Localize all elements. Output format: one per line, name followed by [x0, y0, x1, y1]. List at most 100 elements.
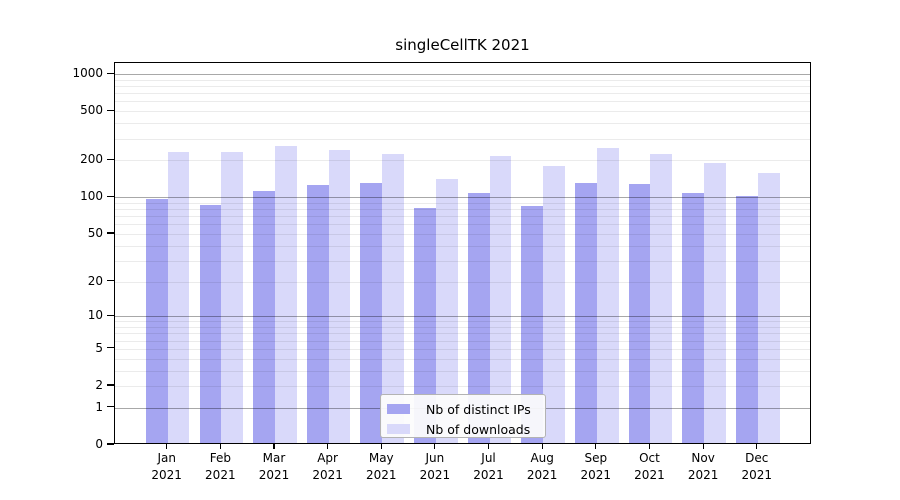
ytick-mark-0	[107, 443, 114, 445]
ytick-mark-1000	[107, 72, 114, 74]
ytick-mark-50	[107, 232, 114, 234]
bar-distinct-ips-may	[360, 182, 383, 443]
xtick-mark-nov	[702, 444, 704, 449]
gridline-minor-7	[115, 333, 810, 335]
bar-distinct-ips-jan	[145, 199, 168, 443]
gridline-minor-90	[115, 202, 810, 204]
gridline-minor-6	[115, 340, 810, 342]
gridline-minor-700	[115, 93, 810, 95]
xtick-label-jul: Jul 2021	[473, 451, 504, 482]
legend-label-downloads: Nb of downloads	[426, 421, 531, 437]
gridline-minor-500	[115, 111, 810, 113]
bar-distinct-ips-nov	[682, 193, 705, 443]
gridline-minor-40	[115, 245, 810, 247]
gridline-minor-4	[115, 358, 810, 360]
xtick-mark-oct	[648, 444, 651, 449]
bar-downloads-feb	[221, 152, 244, 443]
plot-area: Nb of distinct IPs Nb of downloads	[114, 62, 811, 444]
gridline-minor-3	[115, 370, 810, 372]
bar-downloads-jun	[435, 178, 458, 443]
gridline-minor-400	[115, 123, 810, 125]
gridline-minor-60	[115, 224, 810, 226]
gridline-minor-200	[115, 160, 810, 162]
bar-distinct-ips-oct	[628, 183, 651, 443]
gridline-minor-900	[115, 79, 810, 81]
xtick-mark-mar	[273, 444, 275, 449]
chart-title: singleCellTK 2021	[395, 36, 530, 54]
bar-downloads-dec	[757, 172, 780, 443]
xtick-label-dec: Dec 2021	[741, 451, 772, 482]
xtick-mark-feb	[219, 444, 221, 449]
ytick-label-10: 10	[87, 308, 103, 323]
legend-row-distinct-ips: Nb of distinct IPs	[387, 399, 539, 419]
ytick-mark-100	[107, 195, 114, 197]
ytick-mark-200	[107, 158, 114, 160]
legend-row-downloads: Nb of downloads	[387, 419, 539, 439]
bar-distinct-ips-dec	[735, 195, 758, 443]
bar-downloads-jul	[489, 155, 512, 443]
gridline-minor-50	[115, 233, 810, 235]
legend: Nb of distinct IPs Nb of downloads	[380, 394, 546, 438]
gridline-minor-2	[115, 386, 810, 388]
bar-downloads-oct	[650, 154, 673, 443]
xtick-mark-aug	[541, 444, 543, 449]
gridline-minor-80	[115, 209, 810, 211]
gridline-minor-8	[115, 327, 810, 329]
bar-distinct-ips-jul	[467, 192, 490, 443]
bar-downloads-jan	[167, 151, 190, 443]
gridline-major-100	[115, 197, 810, 199]
bar-distinct-ips-jun	[414, 207, 436, 443]
ytick-label-50: 50	[87, 225, 103, 240]
xtick-label-mar: Mar 2021	[258, 451, 290, 482]
gridline-minor-9	[115, 321, 810, 323]
bar-distinct-ips-mar	[253, 190, 275, 443]
ytick-mark-10	[107, 314, 114, 316]
ytick-label-0: 0	[95, 437, 103, 451]
xtick-label-aug: Aug 2021	[526, 451, 558, 482]
gridline-minor-30	[115, 260, 810, 262]
xtick-label-jun: Jun 2021	[419, 451, 451, 482]
bar-downloads-aug	[543, 166, 565, 443]
bar-downloads-apr	[328, 150, 351, 443]
ytick-mark-1	[107, 406, 114, 408]
gridline-major-1000	[115, 74, 810, 76]
xtick-label-sep: Sep 2021	[580, 451, 612, 482]
bar-downloads-nov	[704, 163, 726, 443]
ytick-label-200: 200	[80, 152, 103, 167]
bar-distinct-ips-aug	[521, 205, 544, 443]
bar-distinct-ips-apr	[306, 184, 329, 443]
ytick-label-500: 500	[80, 103, 103, 118]
xtick-label-jan: Jan 2021	[151, 451, 182, 482]
ytick-label-5: 5	[95, 340, 103, 355]
xtick-mark-apr	[327, 444, 329, 449]
gridline-minor-70	[115, 216, 810, 218]
ytick-label-100: 100	[80, 189, 103, 204]
xtick-mark-sep	[595, 444, 597, 449]
bar-downloads-may	[382, 153, 405, 443]
xtick-mark-jun	[434, 444, 436, 449]
ytick-label-20: 20	[87, 273, 103, 288]
ytick-label-2: 2	[95, 378, 103, 393]
xtick-mark-may	[380, 444, 382, 449]
gridline-minor-5	[115, 348, 810, 350]
ytick-mark-20	[107, 279, 114, 282]
xtick-label-oct: Oct 2021	[634, 451, 665, 482]
gridline-minor-300	[115, 138, 810, 140]
ytick-label-1000: 1000	[72, 66, 103, 81]
ytick-label-1: 1	[95, 399, 103, 414]
gridline-minor-800	[115, 86, 810, 88]
gridline-minor-600	[115, 101, 810, 103]
gridline-major-10	[115, 316, 810, 318]
xtick-mark-jan	[166, 444, 168, 449]
legend-swatch-downloads	[387, 424, 410, 434]
bar-downloads-mar	[274, 146, 297, 443]
xtick-label-feb: Feb 2021	[205, 451, 236, 482]
bar-distinct-ips-sep	[575, 183, 597, 443]
ytick-mark-2	[107, 384, 114, 386]
xtick-label-apr: Apr 2021	[312, 451, 343, 482]
ytick-mark-500	[107, 109, 114, 111]
xtick-mark-jul	[487, 444, 490, 449]
bar-downloads-sep	[596, 148, 619, 443]
xtick-mark-dec	[756, 444, 758, 449]
